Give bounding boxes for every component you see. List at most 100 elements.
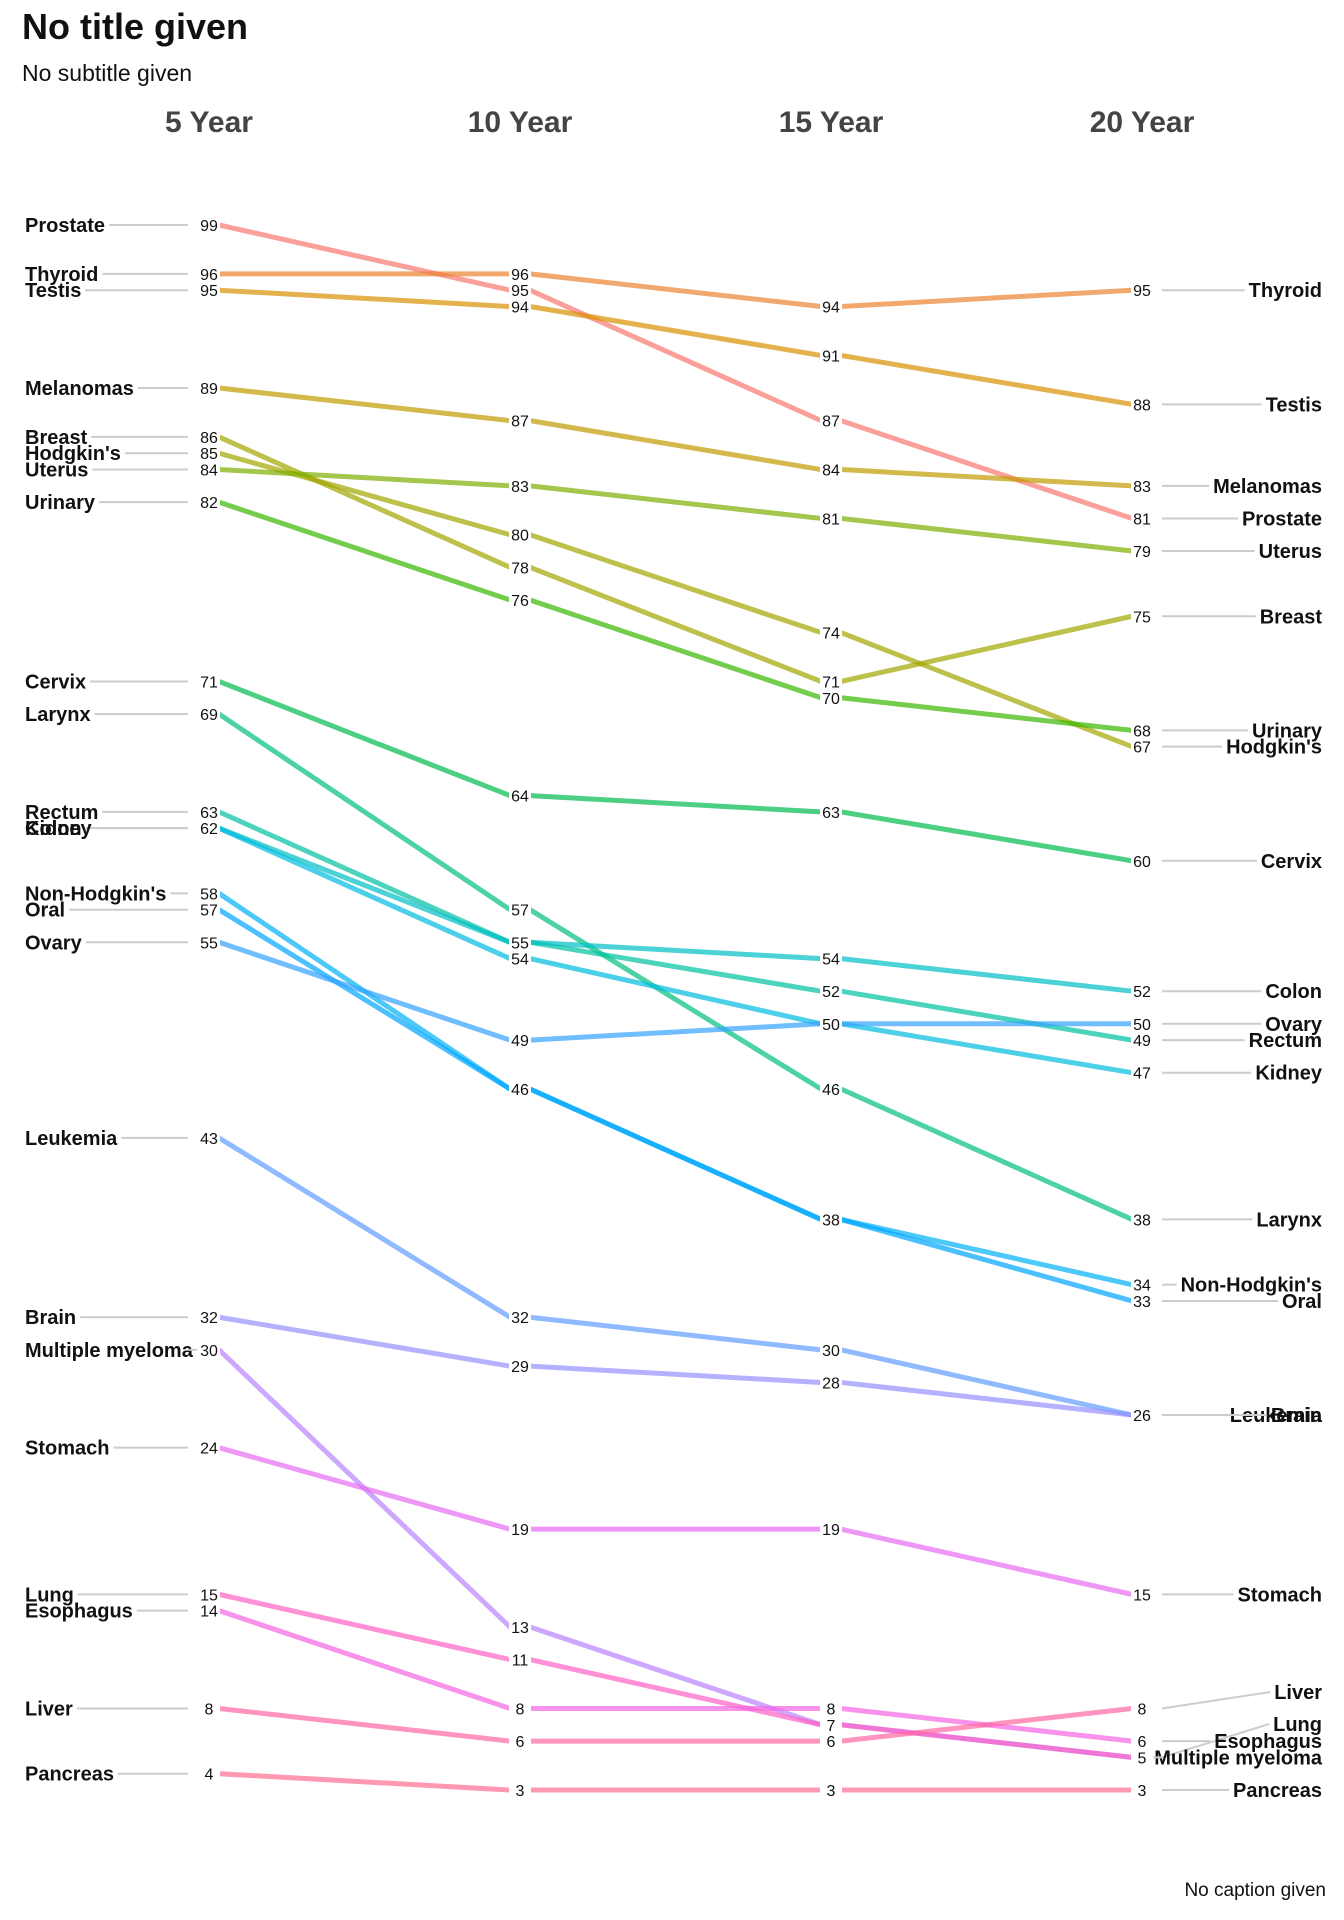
left-label-esophagus: Esophagus <box>25 1601 133 1623</box>
right-label-stomach: Stomach <box>1238 1584 1322 1606</box>
value-label-leukemia-15-year: 30 <box>822 1343 840 1360</box>
left-label-liver: Liver <box>25 1698 73 1720</box>
series-segment-esophagus-1 <box>216 1608 513 1711</box>
value-label-uterus-15-year: 81 <box>822 511 840 528</box>
value-bg-testis-1 <box>509 297 531 316</box>
value-bg-lung-3 <box>1131 1748 1153 1767</box>
value-label-breast-20-year: 75 <box>1133 609 1151 626</box>
value-label-larynx-15-year: 46 <box>822 1082 840 1099</box>
value-bg-melanomas-2 <box>820 460 842 479</box>
value-bg-larynx-3 <box>1131 1210 1153 1229</box>
value-label-melanomas-15-year: 84 <box>822 463 840 480</box>
series-segment-prostate-3 <box>838 418 1135 521</box>
value-label-oral-10-year: 46 <box>511 1082 529 1099</box>
value-bg-prostate-0 <box>198 216 220 234</box>
value-label-thyroid-20-year: 95 <box>1133 283 1151 300</box>
series-segment-testis-2 <box>527 304 824 358</box>
value-label-stomach-15-year: 19 <box>822 1522 840 1539</box>
right-label-rectum: Rectum <box>1249 1030 1322 1052</box>
series-segment-melanomas-1 <box>216 385 513 424</box>
series-segment-ovary-2 <box>527 1021 824 1043</box>
value-label-kidney-5-year: 62 <box>200 821 218 838</box>
right-label-lung: Lung <box>1273 1714 1322 1736</box>
value-label-esophagus-15-year: 8 <box>827 1701 836 1718</box>
value-label-urinary-20-year: 68 <box>1133 723 1151 740</box>
value-label-ovary-20-year: 50 <box>1133 1017 1151 1034</box>
value-label-non-hodgkin-s-20-year: 34 <box>1133 1278 1151 1295</box>
column-header-5-year: 5 Year <box>165 106 253 139</box>
series-segment-thyroid-3 <box>838 287 1135 310</box>
value-bg-brain-0 <box>198 1308 220 1327</box>
series-segment-kidney-2 <box>527 956 824 1027</box>
value-bg-breast-0 <box>198 427 220 446</box>
value-label-ovary-15-year: 50 <box>822 1017 840 1034</box>
value-bg-multiple-myeloma-0 <box>198 1340 220 1359</box>
left-label-pancreas: Pancreas <box>25 1764 114 1786</box>
value-bg-pancreas-1 <box>509 1781 531 1799</box>
value-label-kidney-20-year: 47 <box>1133 1066 1151 1083</box>
series-segment-uterus-1 <box>216 467 513 489</box>
series-segment-leukemia-1 <box>216 1135 513 1320</box>
value-bg-esophagus-0 <box>198 1601 220 1620</box>
value-label-breast-5-year: 86 <box>200 430 218 447</box>
right-label-ovary: Ovary <box>1265 1014 1323 1036</box>
value-bg-liver-3 <box>1131 1699 1153 1718</box>
value-bg-lung-2 <box>820 1715 842 1734</box>
series-segment-rectum-3 <box>838 988 1135 1043</box>
value-bg-rectum-0 <box>198 802 220 821</box>
series-segment-oral-1 <box>216 907 513 1092</box>
series-segment-breast-3 <box>838 613 1135 684</box>
value-label-melanomas-20-year: 83 <box>1133 479 1151 496</box>
right-label-brain: Brain <box>1271 1405 1322 1427</box>
series-segment-brain-1 <box>216 1314 513 1369</box>
series-segment-brain-2 <box>527 1363 824 1385</box>
value-label-liver-10-year: 6 <box>516 1734 525 1751</box>
series-segment-testis-1 <box>216 287 513 310</box>
right-label-prostate: Prostate <box>1242 508 1322 530</box>
series-segment-hodgkin-s-1 <box>216 450 513 538</box>
value-label-brain-15-year: 28 <box>822 1375 840 1392</box>
value-label-ovary-10-year: 49 <box>511 1033 529 1050</box>
value-label-hodgkin-s-15-year: 74 <box>822 626 840 643</box>
right-label-leukemia: Leukemia <box>1230 1405 1323 1427</box>
value-label-pancreas-20-year: 3 <box>1138 1783 1147 1800</box>
value-bg-cervix-2 <box>820 802 842 821</box>
series-segment-hodgkin-s-2 <box>527 532 824 636</box>
value-bg-thyroid-0 <box>198 264 220 283</box>
series-segment-leukemia-3 <box>838 1347 1135 1418</box>
series-segment-urinary-3 <box>838 695 1135 733</box>
value-label-cervix-20-year: 60 <box>1133 854 1151 871</box>
right-label-cervix: Cervix <box>1261 851 1322 873</box>
value-bg-uterus-1 <box>509 476 531 495</box>
series-segment-rectum-1 <box>216 809 513 945</box>
right-label-kidney: Kidney <box>1255 1063 1323 1085</box>
value-bg-urinary-0 <box>198 493 220 512</box>
value-label-lung-15-year: 7 <box>827 1718 836 1735</box>
left-label-urinary: Urinary <box>25 492 96 514</box>
series-segment-breast-2 <box>527 564 824 684</box>
value-bg-melanomas-0 <box>198 379 220 398</box>
value-bg-prostate-3 <box>1131 509 1153 528</box>
series-segment-prostate-2 <box>527 287 824 424</box>
value-bg-oral-0 <box>198 900 220 919</box>
value-label-larynx-20-year: 38 <box>1133 1212 1151 1229</box>
value-label-breast-15-year: 71 <box>822 674 840 691</box>
right-label-testis: Testis <box>1266 394 1322 416</box>
value-bg-melanomas-1 <box>509 411 531 430</box>
value-label-urinary-15-year: 70 <box>822 691 840 708</box>
column-header-10-year: 10 Year <box>468 106 573 139</box>
value-bg-leukemia-0 <box>198 1128 220 1147</box>
series-segment-larynx-1 <box>216 711 513 913</box>
right-label-non-hodgkin-s: Non-Hodgkin's <box>1181 1275 1322 1297</box>
value-bg-oral-2 <box>820 1210 842 1229</box>
left-label-colon: Colon <box>25 818 82 840</box>
chart-title: No title given <box>22 6 249 47</box>
value-label-liver-5-year: 8 <box>205 1701 214 1718</box>
value-label-cervix-15-year: 63 <box>822 805 840 822</box>
left-label-thyroid: Thyroid <box>25 264 98 286</box>
value-label-rectum-20-year: 49 <box>1133 1033 1151 1050</box>
value-label-esophagus-10-year: 8 <box>516 1701 525 1718</box>
chart-caption: No caption given <box>1184 1880 1326 1901</box>
series-segment-urinary-2 <box>527 597 824 701</box>
left-label-lung: Lung <box>25 1584 74 1606</box>
